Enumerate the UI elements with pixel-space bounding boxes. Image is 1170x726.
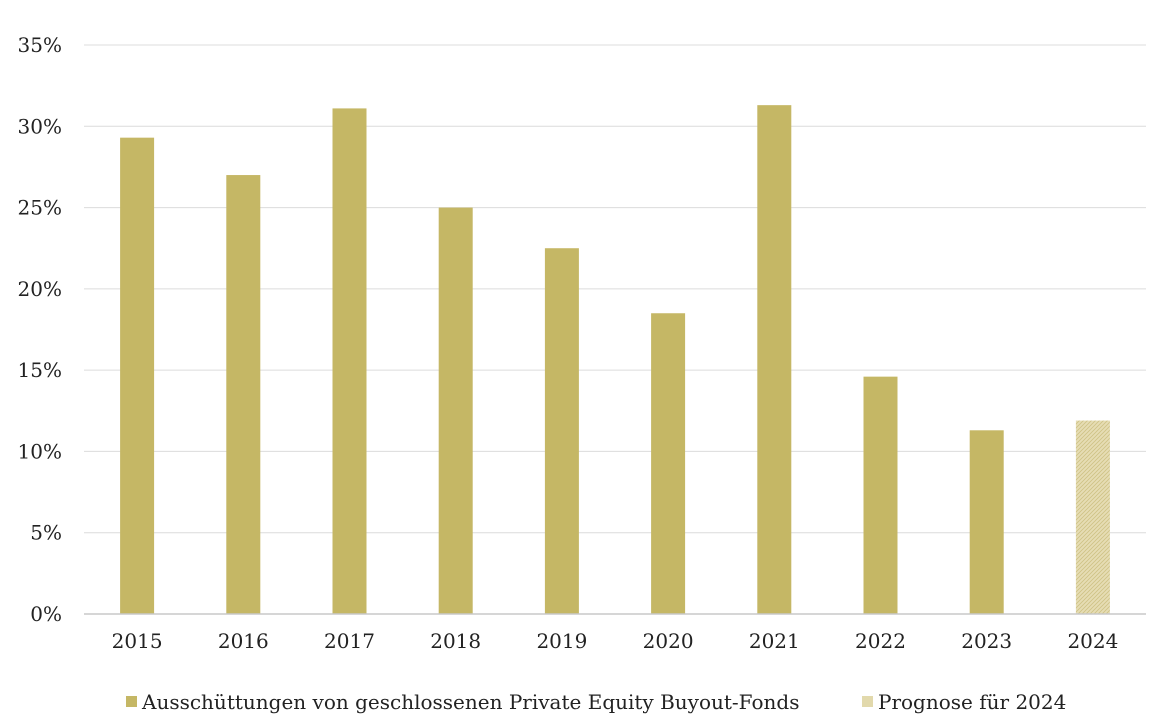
x-tick-label: 2019 (536, 629, 587, 653)
bars (120, 105, 1110, 615)
x-tick-label: 2017 (324, 629, 375, 653)
x-tick-label: 2023 (961, 629, 1012, 653)
y-axis: 0% 5% 10% 15% 20% 25% 30% 35% (18, 33, 62, 626)
x-tick-label: 2016 (218, 629, 269, 653)
legend-label: Prognose für 2024 (878, 690, 1066, 714)
legend-label: Ausschüttungen von geschlossenen Private… (141, 690, 799, 714)
y-tick-label: 15% (18, 358, 62, 382)
grid-lines (84, 44, 1146, 534)
legend-item-distribution: Ausschüttungen von geschlossenen Private… (126, 690, 799, 714)
bar-distribution-2020 (651, 313, 686, 614)
bar-distribution-2018 (438, 207, 473, 615)
x-tick-label: 2021 (749, 629, 800, 653)
bar-distribution-2022 (863, 376, 898, 614)
bar-distribution-2019 (544, 248, 579, 614)
legend-item-forecast: Prognose für 2024 (862, 690, 1066, 714)
y-tick-label: 0% (30, 602, 62, 626)
bar-distribution-2015 (120, 137, 155, 614)
bar-distribution-2017 (332, 108, 367, 614)
y-tick-label: 20% (18, 277, 62, 301)
y-tick-label: 25% (18, 196, 62, 220)
bar-forecast-2024 (1075, 420, 1110, 614)
x-tick-label: 2020 (643, 629, 694, 653)
bar-distribution-2021 (757, 105, 792, 614)
bar-distribution-2023 (969, 430, 1004, 614)
y-tick-label: 35% (18, 33, 62, 57)
x-axis: 2015 2016 2017 2018 2019 2020 2021 2022 2023 2024 (84, 613, 1146, 653)
x-tick-label: 2015 (112, 629, 163, 653)
y-tick-label: 5% (30, 521, 62, 545)
bar-distribution-2016 (226, 175, 261, 615)
legend-swatch (862, 696, 873, 707)
x-tick-label: 2022 (855, 629, 906, 653)
x-tick-label: 2024 (1067, 629, 1118, 653)
y-tick-label: 30% (18, 114, 62, 138)
legend: Ausschüttungen von geschlossenen Private… (126, 690, 1066, 714)
x-tick-label: 2018 (430, 629, 481, 653)
y-tick-label: 10% (18, 439, 62, 463)
legend-swatch (126, 696, 137, 707)
